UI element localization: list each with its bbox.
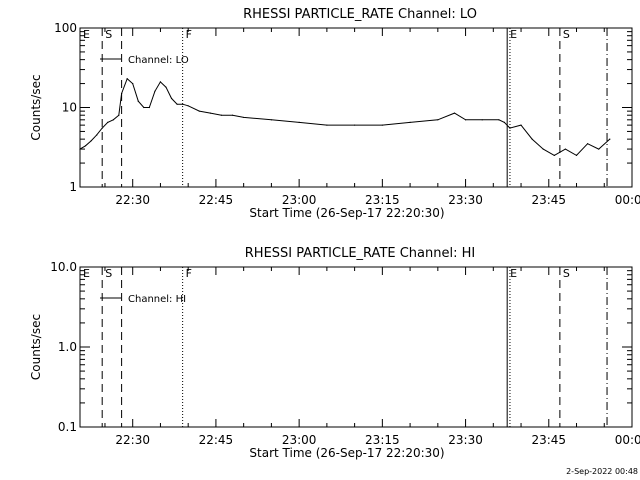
footer-timestamp: 2-Sep-2022 00:48 (566, 467, 638, 476)
y-tick-label: 1 (69, 180, 77, 194)
data-point (609, 138, 611, 140)
data-point (198, 110, 200, 112)
x-tick-label: 23:15 (365, 193, 400, 207)
data-point (326, 124, 328, 126)
data-point (298, 121, 300, 123)
data-point (112, 119, 114, 121)
data-point (437, 119, 439, 121)
data-point (182, 103, 184, 105)
data-point (243, 116, 245, 119)
x-axis-label: Start Time (26-Sep-17 22:20:30) (249, 446, 444, 460)
x-tick-label: 23:00 (282, 433, 317, 447)
data-point (542, 148, 544, 150)
data-point (176, 103, 178, 105)
y-tick-label: 10.0 (50, 260, 77, 274)
x-tick-label: 22:30 (115, 193, 150, 207)
x-tick-label: 00:00 (615, 193, 640, 207)
chart-title: RHESSI PARTICLE_RATE Channel: HI (245, 246, 475, 261)
data-point (121, 92, 123, 95)
data-point (96, 134, 98, 136)
data-point (531, 138, 533, 140)
y-tick-label: 1.0 (58, 340, 77, 354)
x-tick-label: 23:45 (531, 193, 566, 207)
data-point (126, 78, 128, 80)
data-point (118, 114, 120, 116)
x-tick-label: 23:00 (282, 193, 317, 207)
x-tick-label: 22:45 (199, 433, 234, 447)
legend-label: Channel: LO (128, 55, 189, 66)
data-point (498, 119, 500, 121)
data-point (231, 114, 234, 116)
x-tick-label: 23:15 (365, 433, 400, 447)
data-point (453, 112, 456, 114)
data-point (209, 112, 211, 114)
data-point (553, 154, 555, 156)
event-marker-label: F (186, 28, 192, 41)
data-point (220, 114, 223, 116)
chart-panel-2: RHESSI PARTICLE_RATE Channel: HI Start Ti… (29, 246, 640, 460)
data-point (143, 106, 145, 109)
data-point (90, 140, 92, 142)
data-point (598, 148, 600, 150)
data-point (107, 121, 109, 123)
y-axis-label: Counts/sec (29, 74, 43, 140)
data-point (154, 90, 156, 92)
data-point (409, 121, 411, 123)
data-point (165, 86, 167, 88)
event-marker-label: E (510, 28, 517, 41)
data-point (464, 119, 467, 121)
chart-title: RHESSI PARTICLE_RATE Channel: LO (243, 7, 477, 22)
data-point (575, 154, 578, 156)
data-point (270, 119, 272, 121)
event-marker-label: E (83, 267, 90, 280)
y-axis-label: Counts/sec (29, 314, 43, 380)
x-tick-label: 23:30 (448, 433, 483, 447)
x-tick-label: 22:45 (199, 193, 234, 207)
x-tick-label: 00:00 (615, 433, 640, 447)
x-axis-label: Start Time (26-Sep-17 22:20:30) (249, 206, 444, 220)
data-point (587, 143, 589, 145)
data-point (187, 105, 189, 107)
data-point (148, 106, 150, 109)
data-point (170, 97, 173, 100)
data-point (79, 148, 81, 150)
data-point (381, 124, 383, 126)
x-tick-label: 23:30 (448, 193, 483, 207)
data-point (137, 100, 139, 102)
data-point (503, 121, 506, 123)
data-point (509, 127, 511, 129)
event-marker-label: E (510, 267, 517, 280)
event-marker-label: S (563, 28, 570, 41)
event-marker-label: S (563, 267, 570, 280)
data-point (84, 145, 87, 147)
event-marker-label: E (83, 28, 90, 41)
event-marker-label: S (105, 267, 112, 280)
y-tick-label: 100 (54, 21, 77, 35)
data-point (564, 148, 567, 150)
data-point (159, 81, 162, 83)
event-marker-label: F (186, 267, 192, 280)
data-point (101, 127, 103, 129)
chart-panel-1: RHESSI PARTICLE_RATE Channel: LO Start Ti… (29, 7, 640, 220)
y-tick-label: 10 (62, 101, 77, 115)
series-line (79, 77, 611, 157)
data-point (132, 82, 134, 85)
x-tick-label: 22:30 (115, 433, 150, 447)
legend-label: Channel: HI (128, 294, 186, 305)
y-tick-label: 0.1 (58, 420, 77, 434)
event-marker-label: S (105, 28, 112, 41)
x-tick-label: 23:45 (531, 433, 566, 447)
data-point (520, 124, 522, 126)
data-point (354, 124, 356, 126)
data-point (481, 119, 483, 121)
